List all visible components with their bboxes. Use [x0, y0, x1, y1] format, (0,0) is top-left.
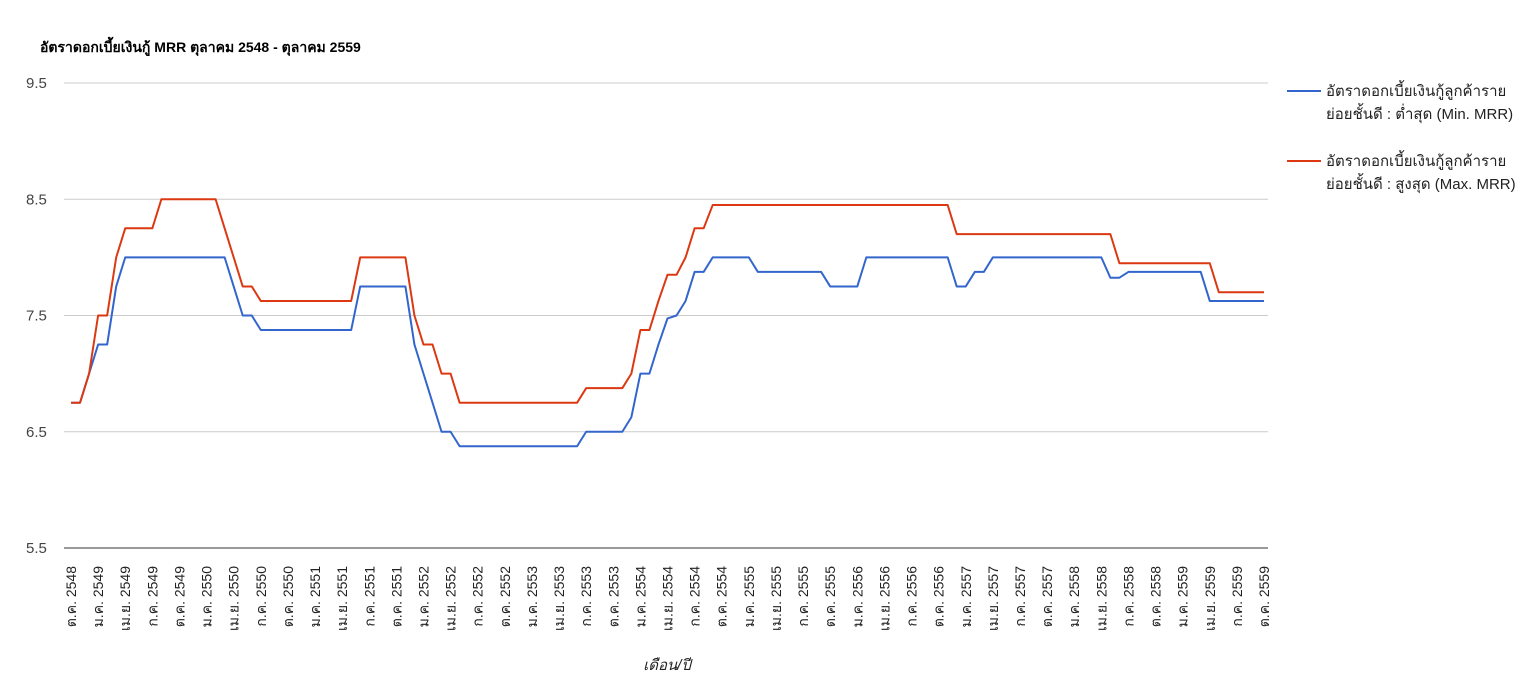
- legend-label: อัตราดอกเบี้ยเงินกู้ลูกค้ารายย่อยชั้นดี …: [1326, 153, 1516, 193]
- x-tick-label: ม.ค. 2552: [415, 566, 431, 628]
- x-tick-label: ก.ค. 2556: [904, 566, 920, 627]
- x-tick-label: ก.ค. 2558: [1120, 566, 1136, 627]
- x-tick-label: ม.ค. 2554: [632, 566, 648, 628]
- x-tick-label: เม.ย. 2555: [768, 566, 784, 631]
- y-tick-label: 6.5: [26, 424, 47, 441]
- x-tick-label: ก.ค. 2555: [795, 566, 811, 627]
- x-tick-label: ม.ค. 2555: [741, 566, 757, 628]
- legend-swatch: [1287, 90, 1321, 92]
- x-tick-label: ม.ค. 2550: [199, 566, 215, 628]
- x-tick-label: เม.ย. 2557: [985, 566, 1001, 631]
- x-tick-label: เม.ย. 2551: [334, 566, 350, 631]
- chart-title: อัตราดอกเบี้ยเงินกู้ MRR ตุลาคม 2548 - ต…: [40, 36, 361, 56]
- x-tick-label: ต.ค. 2549: [171, 566, 187, 627]
- x-tick-label: ต.ค. 2550: [280, 566, 296, 627]
- x-tick-label: ก.ค. 2559: [1229, 566, 1245, 627]
- x-tick-label: ม.ค. 2559: [1175, 566, 1191, 628]
- x-tick-label: ต.ค. 2557: [1039, 566, 1055, 627]
- x-tick-label: เม.ย. 2559: [1202, 566, 1218, 631]
- x-tick-label: เม.ย. 2549: [117, 566, 133, 631]
- x-tick-label: ต.ค. 2559: [1256, 566, 1272, 627]
- x-tick-label: ก.ค. 2549: [144, 566, 160, 627]
- x-tick-label: ต.ค. 2551: [388, 566, 404, 627]
- x-tick-label: เม.ย. 2553: [551, 566, 567, 631]
- x-tick-label: ก.ค. 2552: [470, 566, 486, 627]
- legend-label: อัตราดอกเบี้ยเงินกู้ลูกค้ารายย่อยชั้นดี …: [1326, 83, 1514, 123]
- x-tick-label: ต.ค. 2553: [605, 566, 621, 627]
- x-tick-label: ต.ค. 2552: [497, 566, 513, 627]
- x-tick-label: ต.ค. 2558: [1148, 566, 1164, 627]
- x-tick-label: ม.ค. 2549: [90, 566, 106, 628]
- x-tick-label: ก.ค. 2551: [361, 566, 377, 627]
- x-tick-label: ก.ค. 2554: [687, 566, 703, 627]
- x-tick-label: เม.ย. 2556: [876, 566, 892, 631]
- x-tick-label: ต.ค. 2554: [714, 566, 730, 627]
- x-tick-label: ก.ค. 2550: [253, 566, 269, 627]
- x-tick-label: ต.ค. 2555: [822, 566, 838, 627]
- y-tick-label: 9.5: [26, 75, 47, 92]
- y-tick-label: 8.5: [26, 191, 47, 208]
- x-tick-label: ต.ค. 2548: [63, 566, 79, 627]
- x-axis-label: เดือน/ปี: [643, 657, 693, 674]
- x-tick-label: ก.ค. 2557: [1012, 566, 1028, 627]
- x-tick-label: ม.ค. 2557: [958, 566, 974, 628]
- x-tick-label: ม.ค. 2558: [1066, 566, 1082, 628]
- x-tick-label: ม.ค. 2553: [524, 566, 540, 628]
- legend-item: อัตราดอกเบี้ยเงินกู้ลูกค้ารายย่อยชั้นดี …: [1287, 80, 1519, 126]
- x-tick-label: ม.ค. 2551: [307, 566, 323, 628]
- line-series: [71, 198, 1264, 404]
- y-tick-label: 7.5: [26, 308, 47, 325]
- x-tick-label: ต.ค. 2556: [931, 566, 947, 627]
- x-tick-label: เม.ย. 2558: [1093, 566, 1109, 631]
- x-tick-label: ม.ค. 2556: [849, 566, 865, 628]
- legend-item: อัตราดอกเบี้ยเงินกู้ลูกค้ารายย่อยชั้นดี …: [1287, 150, 1519, 196]
- line-series: [71, 256, 1264, 448]
- x-tick-label: ก.ค. 2553: [578, 566, 594, 627]
- x-tick-label: เม.ย. 2554: [660, 566, 676, 631]
- y-tick-label: 5.5: [26, 540, 47, 557]
- x-tick-label: เม.ย. 2550: [226, 566, 242, 631]
- legend-swatch: [1287, 160, 1321, 162]
- x-tick-label: เม.ย. 2552: [443, 566, 459, 631]
